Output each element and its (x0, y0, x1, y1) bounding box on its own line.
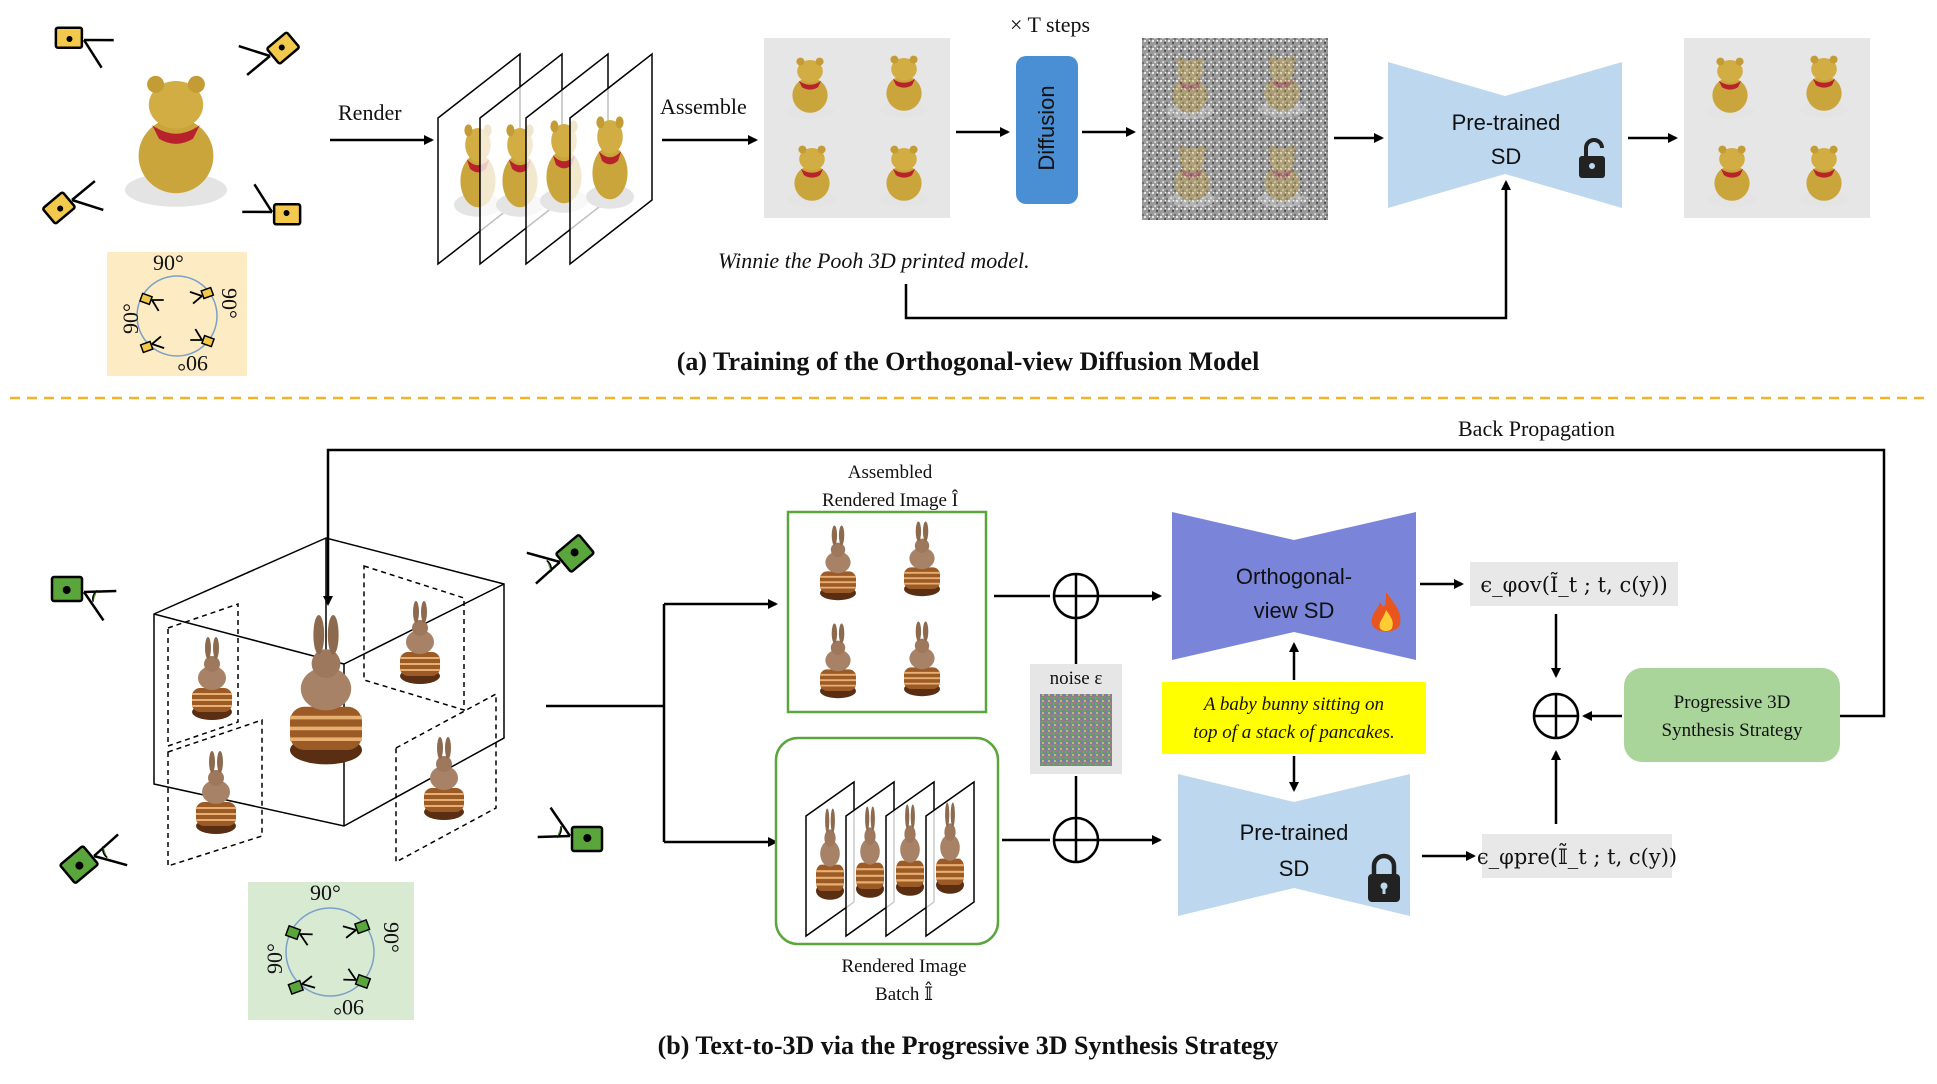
prompt-b-line-1: A baby bunny sitting on (1202, 694, 1384, 715)
noisy-image-a (1142, 38, 1328, 220)
camera-icon (55, 831, 131, 889)
noise-image (1040, 694, 1112, 766)
camera-icon (42, 566, 119, 623)
assembled-label-2: Rendered Image Î (822, 489, 959, 511)
camera-icon (240, 182, 309, 234)
bunny-model (191, 600, 465, 835)
rendered-views-a (437, 52, 653, 266)
oplus-icon (1532, 692, 1580, 740)
pretrained-label-b1: Pre-trained (1240, 820, 1349, 845)
noise-label: noise ε (1050, 668, 1103, 689)
assembled-label-1: Assembled (848, 462, 933, 483)
assembled-image-a (764, 38, 950, 218)
angle-label-bottom: 90° (177, 351, 208, 376)
batch-label-2: Batch 𝕀̂ (875, 981, 933, 1005)
progressive-strategy-box (1624, 668, 1840, 762)
part-a: 90° 90° 90° 90° Render Assemble (38, 12, 1870, 376)
pretrained-sd-a (1388, 62, 1622, 208)
unlock-icon (1579, 138, 1605, 178)
oplus-icon (1052, 816, 1100, 864)
prompt-b-box (1162, 682, 1426, 754)
eps-pre-box (1482, 834, 1672, 878)
angle-label-b-top: 90° (310, 880, 341, 905)
pretrained-label-a2: SD (1491, 144, 1522, 169)
output-image-a (1684, 38, 1870, 218)
camera-icon (47, 18, 116, 70)
pretrained-label-b2: SD (1279, 856, 1310, 881)
pretrained-label-a1: Pre-trained (1452, 110, 1561, 135)
pooh-model (125, 75, 227, 207)
caption-a: (a) Training of the Orthogonal-view Diff… (677, 347, 1260, 376)
arrow-prompt-to-sd (904, 180, 1511, 320)
angle-label-b-left: 90° (262, 943, 287, 974)
angle-inset-b: 90° 90° 90° 90° (248, 880, 414, 1020)
camera-icon (38, 178, 107, 231)
progressive-label-1: Progressive 3D (1674, 692, 1791, 713)
assemble-label: Assemble (660, 94, 747, 119)
lock-icon (1368, 853, 1400, 902)
progressive-label-2: Synthesis Strategy (1662, 720, 1803, 741)
assembled-image-b (786, 510, 988, 714)
orthogonal-sd (1172, 512, 1416, 660)
prompt-a: Winnie the Pooh 3D printed model. (718, 248, 1030, 273)
angle-label-left: 90° (118, 303, 143, 334)
render-label: Render (338, 100, 402, 125)
angle-label-right: 90° (217, 288, 242, 319)
pretrained-sd-b (1178, 774, 1410, 916)
part-b: Back Propagation (42, 416, 1886, 1060)
prompt-b-line-2: top of a stack of pancakes. (1193, 722, 1395, 743)
diffusion-box (1016, 56, 1078, 204)
orthogonal-label-2: view SD (1254, 598, 1335, 623)
eps-pre: ϵ_φpre(𝕀̃_t ; t, c(y)) (1477, 843, 1677, 869)
eps-ov: ϵ_φov(Ĩ_t ; t, c(y)) (1480, 573, 1667, 597)
caption-b: (b) Text-to-3D via the Progressive 3D Sy… (658, 1031, 1279, 1060)
oplus-icon (1052, 572, 1100, 620)
fire-icon (1371, 592, 1401, 632)
diffusion-label: Diffusion (1034, 85, 1059, 170)
angle-label-top: 90° (153, 250, 184, 275)
angle-inset-a: 90° 90° 90° 90° (107, 250, 247, 376)
steps-label: × T steps (1010, 12, 1090, 37)
back-propagation-label: Back Propagation (1458, 416, 1615, 441)
orthogonal-label-1: Orthogonal- (1236, 564, 1352, 589)
rendered-batch-b (774, 736, 1000, 946)
eps-ov-box (1470, 562, 1678, 606)
camera-icon (235, 25, 304, 78)
arrow-back-propagation (323, 448, 1886, 718)
camera-icon (523, 529, 599, 587)
camera-icon (535, 805, 612, 862)
batch-label-1: Rendered Image (841, 956, 966, 977)
angle-label-b-bottom: 90° (333, 995, 364, 1020)
angle-label-b-right: 90° (379, 922, 404, 953)
